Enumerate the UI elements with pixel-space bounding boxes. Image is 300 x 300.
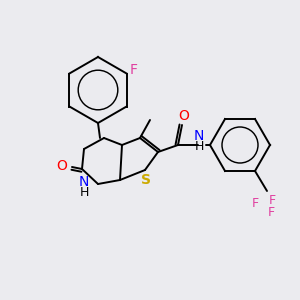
Text: H: H [79,187,89,200]
Text: F: F [268,194,276,208]
Text: S: S [141,173,151,187]
Text: N: N [79,175,89,189]
Text: F: F [251,197,259,211]
Text: F: F [130,64,138,77]
Text: F: F [267,206,274,220]
Text: H: H [194,140,204,154]
Text: O: O [178,109,189,123]
Text: N: N [194,129,204,143]
Text: O: O [57,159,68,173]
